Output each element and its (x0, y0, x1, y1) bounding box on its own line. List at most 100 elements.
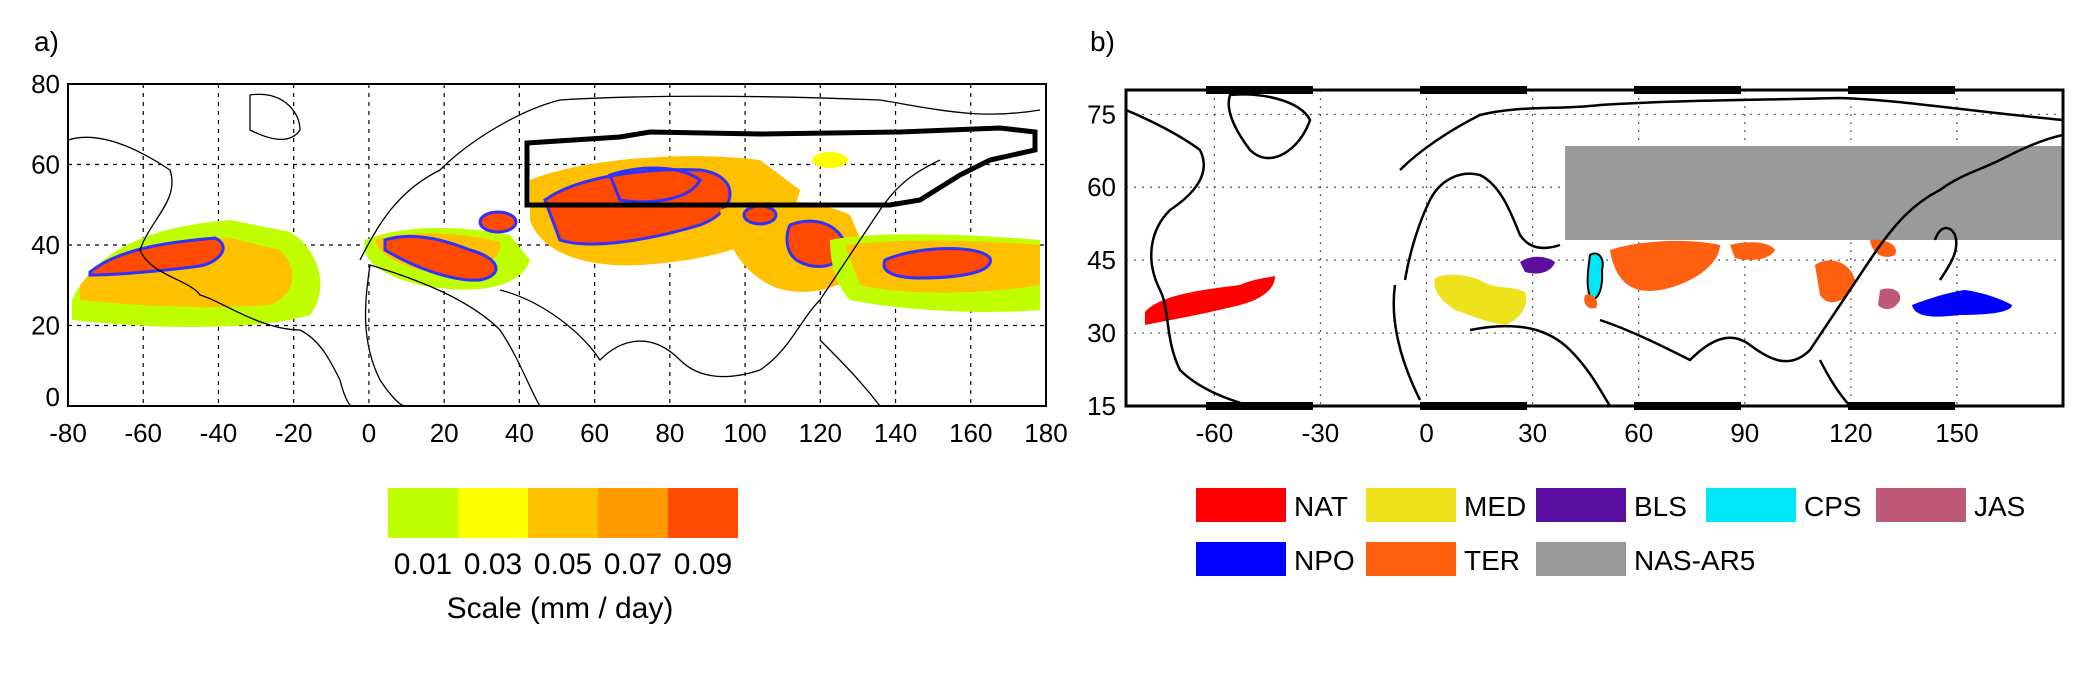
panel-b-map: -60 -30 0 30 60 90 120 150 75 60 45 30 15 (1087, 86, 2065, 448)
legend-swatch-jas (1876, 488, 1966, 522)
panel-b-frame-bar (1634, 86, 1741, 94)
panel-b-y-tick-label: 15 (1087, 391, 1116, 421)
panel-b-x-tick-label: 0 (1419, 418, 1433, 448)
colorbar-swatch (388, 488, 458, 538)
panel-b-x-tick-label: 120 (1829, 418, 1872, 448)
coast-b-europe (1403, 172, 1561, 281)
precip-asia-contour-inner (608, 166, 702, 204)
panel-b-y-tick-label: 30 (1087, 318, 1116, 348)
panel-a-x-tick-label: 20 (430, 418, 459, 448)
panel-a-axis-ticks: -80 -60 -40 -20 0 20 40 60 80 100 120 140 160 180 80 60… (31, 69, 1068, 448)
panel-a-map: -80 -60 -40 -20 0 20 40 60 80 100 120 140 160 180 80 60… (31, 69, 1068, 448)
colorbar-tick-label: 0.07 (604, 548, 662, 581)
coast-b-africa-east (1469, 324, 1612, 406)
legend-swatch-bls (1536, 488, 1626, 522)
legend-swatch-nat (1196, 488, 1286, 522)
panel-a-x-tick-label: -40 (200, 418, 238, 448)
precip-pacific-core (884, 248, 991, 278)
panel-a-x-tick-label: 60 (580, 418, 609, 448)
colorbar-swatch (598, 488, 668, 538)
panel-b-frame-bg (1126, 90, 2063, 406)
coast-b-indochina (1818, 359, 1851, 406)
coast-greenland (249, 93, 301, 141)
coast-africa-west (364, 264, 406, 406)
coast-b-japan (1933, 226, 1958, 281)
panel-b-y-tick-label: 45 (1087, 245, 1116, 275)
panel-a-label: a) (34, 26, 59, 57)
legend-label-nat: NAT (1294, 491, 1348, 522)
panel-b-x-tick-label: 30 (1518, 418, 1547, 448)
panel-a-frame (67, 83, 1047, 407)
panel-b-x-tick-label: 60 (1624, 418, 1653, 448)
panel-b-y-tick-label: 60 (1087, 172, 1116, 202)
legend-label-ter: TER (1464, 545, 1520, 576)
colorbar-swatch (528, 488, 598, 538)
legend-label-cps: CPS (1804, 491, 1862, 522)
legend-swatch-nas-ar5 (1536, 542, 1626, 576)
legend-label-jas: JAS (1974, 491, 2025, 522)
panel-a-x-tick-label: -20 (275, 418, 313, 448)
region-med (1434, 274, 1527, 325)
panel-b-x-tick-label: 90 (1730, 418, 1759, 448)
colorbar-tick-label: 0.09 (674, 548, 732, 581)
panel-b-label: b) (1090, 26, 1115, 57)
region-ter (1584, 239, 1896, 309)
panel-b-y-tick-label: 75 (1087, 99, 1116, 129)
panel-a-x-tick-label: -60 (124, 418, 162, 448)
legend-label-npo: NPO (1294, 545, 1355, 576)
panel-a-y-tick-label: 80 (31, 69, 60, 99)
legend-swatch-ter (1366, 542, 1456, 576)
coast-b-asia-south (1599, 133, 2063, 363)
panel-a-x-tick-label: 40 (505, 418, 534, 448)
colorbar-tick-label: 0.03 (464, 548, 522, 581)
precip-pacific-contour (882, 247, 992, 280)
legend-label-med: MED (1464, 491, 1526, 522)
panel-a-x-tick-label: 120 (799, 418, 842, 448)
colorbar-title: Scale (mm / day) (447, 592, 674, 625)
panel-b-frame-bar (1206, 402, 1313, 410)
legend-swatch-npo (1196, 542, 1286, 576)
panel-a-x-tick-label: 160 (949, 418, 992, 448)
region-nat (1145, 276, 1275, 325)
coast-b-americas (1126, 108, 1251, 406)
colorbar-swatch (668, 488, 738, 538)
panel-b-frame-bar (1206, 86, 1313, 94)
colorbar-tick-label: 0.01 (394, 548, 452, 581)
precip-caspian-cell (478, 210, 518, 234)
panel-b-legend: NAT MED BLS CPS JAS NPO TER NAS-AR5 (1196, 488, 2025, 576)
panel-b-frame-bar (1420, 86, 1527, 94)
coast-b-eurasia-north (1399, 96, 2063, 171)
colorbar-tick-label: 0.05 (534, 548, 592, 581)
panel-a-y-tick-label: 60 (31, 150, 60, 180)
precip-med-contour (383, 234, 498, 282)
region-nas-ar5 (1565, 146, 2063, 240)
legend-label-bls: BLS (1634, 491, 1687, 522)
coast-asia-south (499, 159, 941, 378)
legend-label-nas-ar5: NAS-AR5 (1634, 545, 1755, 576)
precip-asia-contour (543, 168, 732, 246)
panel-a-x-tick-label: 100 (723, 418, 766, 448)
panel-a-x-tick-label: 80 (655, 418, 684, 448)
coast-indochina (819, 339, 881, 406)
precip-med-core (385, 236, 497, 281)
panel-a-x-tick-label: 180 (1024, 418, 1067, 448)
panel-a-precip-field (72, 152, 1040, 327)
coast-b-greenland (1227, 93, 1312, 160)
colorbar-swatch (458, 488, 528, 538)
precip-atlantic-core (90, 238, 224, 275)
panel-a-y-tick-label: 20 (31, 311, 60, 341)
coast-b-africa-west (1392, 284, 1422, 401)
precip-north-cell (812, 152, 848, 168)
panel-a-x-tick-label: 140 (874, 418, 917, 448)
region-npo (1912, 290, 2012, 317)
panel-b-x-tick-label: -30 (1302, 418, 1340, 448)
panel-b-x-tick-label: 150 (1935, 418, 1978, 448)
panel-b-frame-bar (1848, 402, 1955, 410)
coast-americas (68, 136, 353, 406)
panel-a-coastlines (68, 93, 1041, 406)
panel-a-colorbar: 0.01 0.03 0.05 0.07 0.09 (388, 488, 738, 581)
panel-b-coastlines (1126, 93, 2063, 406)
coast-eurasia-north (359, 95, 1041, 261)
legend-swatch-cps (1706, 488, 1796, 522)
panel-b-frame (1124, 88, 2065, 408)
